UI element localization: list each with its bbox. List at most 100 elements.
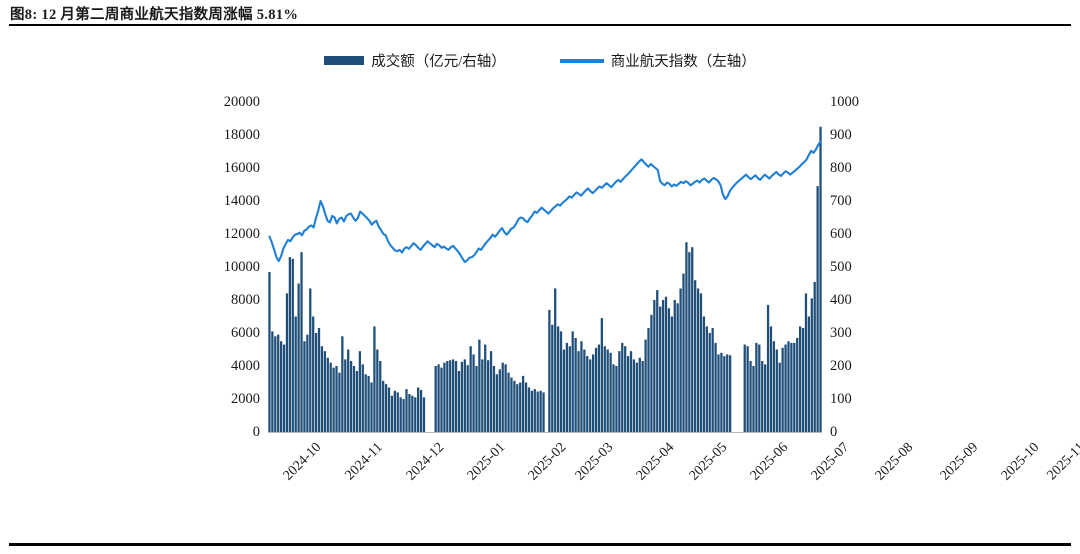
bar: [536, 391, 539, 432]
right-axis-tick-label: 400: [830, 291, 852, 308]
bar: [685, 242, 688, 432]
bar: [696, 288, 700, 432]
bar: [589, 359, 592, 432]
bar: [422, 397, 426, 432]
bar: [521, 375, 525, 432]
x-axis-tick-label: 2025-04: [633, 440, 678, 484]
bar: [454, 361, 458, 432]
plot-region: [268, 102, 822, 432]
bar: [408, 394, 411, 432]
bar: [297, 283, 300, 432]
bar: [714, 342, 717, 432]
bar: [384, 384, 388, 432]
x-axis-tick-label: 2025-10: [998, 440, 1043, 484]
bar: [414, 397, 417, 432]
bar: [778, 362, 781, 432]
left-axis-tick-label: 2000: [231, 390, 260, 407]
right-axis-tick-label: 100: [830, 390, 852, 407]
bar: [402, 399, 405, 432]
bar: [769, 326, 773, 432]
bar: [635, 362, 638, 432]
bar: [810, 298, 813, 432]
bar: [338, 372, 341, 432]
left-axis-tick-label: 12000: [223, 225, 260, 242]
bar: [478, 339, 481, 432]
left-axis-tick-label: 8000: [231, 291, 260, 308]
footer-divider: [9, 543, 1071, 546]
bar: [376, 349, 379, 432]
x-axis-line: [268, 432, 822, 433]
x-axis-tick-label: 2024-10: [281, 440, 325, 484]
bar: [766, 304, 770, 432]
bar: [452, 359, 455, 432]
right-axis-ticks: 0 100 200 300 400 500 600 700 800 900 1000: [830, 95, 900, 439]
bar: [551, 324, 554, 432]
bar: [285, 293, 289, 432]
bar: [758, 344, 761, 432]
bar: [603, 346, 606, 432]
bar: [813, 281, 816, 432]
bar: [626, 356, 630, 432]
bar: [793, 342, 796, 432]
bar: [656, 290, 659, 432]
chart-canvas: [268, 126, 822, 432]
bar: [466, 365, 469, 432]
left-axis-tick-label: 0: [252, 423, 260, 440]
bar: [312, 316, 315, 432]
bar: [332, 367, 335, 432]
bar: [694, 280, 697, 432]
bar: [743, 344, 746, 432]
bar: [539, 390, 542, 432]
legend-bar-swatch-icon: [324, 56, 365, 65]
bar: [801, 328, 805, 432]
right-axis-tick-label: 800: [830, 159, 852, 176]
bar: [411, 395, 414, 432]
left-axis-tick-label: 4000: [231, 357, 260, 374]
bar: [399, 397, 402, 432]
bar: [314, 333, 318, 432]
right-axis-tick-label: 600: [830, 225, 852, 242]
bar: [702, 316, 706, 432]
bar: [530, 390, 534, 432]
bar: [504, 364, 507, 432]
bar-series: [268, 126, 822, 432]
x-axis-tick-label: 2024-12: [403, 440, 448, 484]
bar: [472, 354, 475, 432]
bar: [752, 366, 755, 432]
bar: [463, 359, 466, 432]
bar: [638, 357, 641, 432]
bar: [393, 390, 396, 432]
bar: [761, 361, 764, 432]
bar: [574, 337, 577, 432]
bar: [379, 361, 382, 432]
bar: [507, 372, 510, 432]
bar: [705, 326, 708, 432]
bar: [277, 334, 280, 432]
bar: [699, 293, 703, 432]
bar: [559, 331, 563, 432]
bar: [489, 351, 493, 432]
bar: [796, 337, 799, 432]
bar: [790, 342, 793, 432]
bar: [370, 382, 373, 432]
legend-entry-line: 商业航天指数（左轴）: [559, 50, 756, 71]
bar: [303, 341, 306, 432]
bar: [443, 362, 446, 432]
right-axis-tick-label: 500: [830, 258, 852, 275]
right-axis-tick-label: 0: [830, 423, 838, 440]
bar: [367, 375, 370, 432]
right-axis-tick-label: 200: [830, 357, 852, 374]
legend-entry-bar: 成交额（亿元/右轴）: [324, 50, 506, 71]
bar: [597, 344, 601, 432]
bar: [335, 366, 338, 432]
x-axis-tick-label: 2025-08: [873, 440, 917, 484]
bar: [749, 361, 752, 432]
bar: [691, 247, 694, 432]
bar: [746, 346, 749, 432]
bar: [492, 366, 496, 432]
bar: [621, 342, 624, 432]
bar: [519, 382, 522, 432]
x-axis-ticks: 2024-10 2024-11 2024-12 2025-01 2025-02 2025-…: [268, 434, 1080, 504]
bar: [317, 328, 321, 432]
bar: [629, 351, 633, 432]
